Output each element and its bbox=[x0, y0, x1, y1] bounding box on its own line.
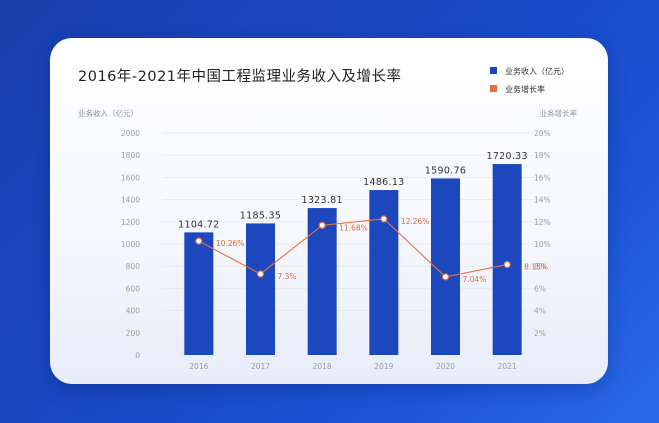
y-tick-label: 1200 bbox=[121, 218, 140, 227]
gridlines bbox=[162, 132, 550, 334]
legend-line-swatch bbox=[490, 85, 497, 92]
y-tick-label: 0 bbox=[135, 351, 140, 360]
y-tick-label: 200 bbox=[126, 329, 141, 338]
legend-bar-label: 业务收入（亿元） bbox=[505, 66, 569, 76]
growth-point bbox=[441, 273, 450, 281]
y-tick-label: 2000 bbox=[121, 129, 140, 138]
chart-canvas: 2016年-2021年中国工程监理业务收入及增长率 业务收入（亿元） 业务增长率… bbox=[78, 66, 578, 371]
y2-tick-label: 16% bbox=[534, 173, 551, 182]
y-tick-label: 800 bbox=[126, 262, 141, 271]
y2-tick-label: 12% bbox=[534, 218, 551, 227]
legend-line-label: 业务增长率 bbox=[505, 84, 545, 94]
y-tick-label: 1000 bbox=[121, 240, 140, 249]
bar bbox=[492, 164, 522, 355]
y2-tick-label: 10% bbox=[534, 240, 551, 249]
growth-value-label: 7.3% bbox=[278, 272, 297, 281]
y-tick-label: 1400 bbox=[121, 196, 140, 205]
bar bbox=[307, 208, 337, 355]
growth-point bbox=[195, 237, 203, 245]
y-tick-label: 600 bbox=[126, 284, 141, 293]
growth-value-label: 8.15% bbox=[524, 263, 548, 272]
bar bbox=[431, 178, 460, 355]
x-tick-label: 2021 bbox=[498, 362, 517, 371]
growth-point bbox=[256, 270, 265, 278]
growth-line bbox=[198, 218, 508, 278]
x-tick-label: 2017 bbox=[251, 362, 270, 371]
growth-point bbox=[380, 215, 388, 223]
x-tick-label: 2020 bbox=[436, 362, 455, 371]
y-tick-label: 1600 bbox=[121, 173, 140, 182]
y2-tick-label: 6% bbox=[534, 284, 546, 293]
bar-value-labels: 1104.72 1185.35 1323.81 1486.13 1590.76 1720.… bbox=[178, 151, 527, 230]
bar-value-label: 1590.76 bbox=[425, 165, 466, 176]
bar bbox=[184, 232, 214, 355]
y2-tick-label: 4% bbox=[534, 307, 546, 316]
y2-tick-label: 14% bbox=[534, 196, 551, 205]
bar bbox=[369, 190, 399, 355]
y-axis-title: 业务收入（亿元） bbox=[78, 108, 138, 118]
x-tick-label: 2016 bbox=[189, 362, 208, 371]
bar-value-label: 1323.81 bbox=[301, 195, 342, 206]
x-tick-label: 2018 bbox=[313, 362, 332, 371]
legend-bar-swatch bbox=[490, 67, 497, 74]
y-axis-ticks: 0 200 400 600 800 1000 1200 1400 1600 1800 2000 bbox=[121, 129, 140, 360]
chart-card: 2016年-2021年中国工程监理业务收入及增长率 业务收入（亿元） 业务增长率… bbox=[50, 38, 608, 384]
y2-tick-label: 20% bbox=[534, 129, 551, 138]
y-tick-label: 400 bbox=[126, 307, 141, 316]
bar bbox=[246, 223, 275, 355]
y-tick-label: 1800 bbox=[121, 151, 140, 160]
growth-point bbox=[503, 260, 511, 269]
growth-value-label: 7.04% bbox=[463, 275, 487, 284]
bar-value-label: 1185.35 bbox=[240, 210, 281, 221]
y2-tick-label: 18% bbox=[534, 151, 551, 160]
bar-series bbox=[184, 164, 522, 355]
growth-value-label: 10.26% bbox=[216, 239, 245, 248]
bar-value-label: 1720.33 bbox=[486, 151, 527, 162]
bar-value-label: 1486.13 bbox=[363, 177, 404, 188]
bar-value-label: 1104.72 bbox=[178, 219, 219, 230]
x-axis-ticks: 2016 2017 2018 2019 2020 2021 bbox=[189, 362, 517, 371]
chart-title: 2016年-2021年中国工程监理业务收入及增长率 bbox=[78, 68, 402, 85]
y2-axis-title: 业务增长率 bbox=[540, 108, 578, 118]
y2-tick-label: 8% bbox=[534, 262, 546, 271]
y2-tick-label: 2% bbox=[534, 329, 546, 338]
x-tick-label: 2019 bbox=[374, 362, 393, 371]
growth-point bbox=[318, 221, 326, 229]
growth-value-label: 11.68% bbox=[339, 223, 368, 232]
y2-axis-ticks: 2% 4% 6% 8% 10% 12% 14% 16% 18% 20% bbox=[534, 129, 551, 338]
growth-line-series: 10.26% 7.3% 11.68% 12.26% 7.04% 8.15% bbox=[195, 215, 548, 284]
growth-value-label: 12.26% bbox=[401, 217, 430, 226]
